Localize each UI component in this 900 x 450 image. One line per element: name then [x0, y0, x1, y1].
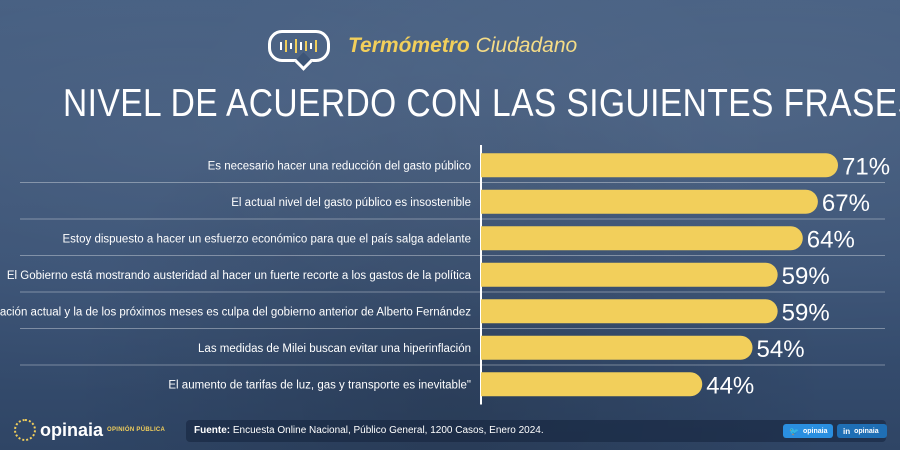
chart-title: NIVEL DE ACUERDO CON LAS SIGUIENTES FRAS… [63, 82, 900, 125]
logo-dots-icon [14, 419, 36, 441]
bar [481, 262, 778, 287]
source-label: Fuente: [194, 425, 231, 436]
category-label: El aumento de tarifas de luz, gas y tran… [168, 379, 471, 391]
category-label: El Gobierno está mostrando austeridad al… [7, 270, 472, 282]
brand-title-rest: Ciudadano [475, 34, 578, 57]
category-label: Estoy dispuesto a hacer un esfuerzo econ… [62, 233, 471, 245]
twitter-badge[interactable]: 🐦 opinaia [783, 424, 833, 438]
category-label: La inflación actual y la de los próximos… [0, 306, 471, 318]
linkedin-icon: in [843, 426, 851, 436]
linkedin-badge[interactable]: in opinaia [837, 424, 887, 438]
twitter-label: opinaia [802, 427, 828, 435]
twitter-icon: 🐦 [789, 426, 799, 436]
bar [481, 372, 703, 397]
bar [481, 189, 818, 214]
bar [481, 335, 753, 360]
sound-wave-speech-bubble-icon [268, 30, 330, 62]
linkedin-label: opinaia [854, 427, 879, 435]
footer-bar [186, 420, 886, 442]
brand-header: Termómetro Ciudadano [268, 24, 577, 68]
bar [481, 226, 803, 251]
bar-chart: Es necesario hacer una reducción del gas… [0, 145, 890, 405]
logo-subtitle: OPINIÓN PÚBLICA [107, 427, 166, 433]
opinaia-logo: opinaia OPINIÓN PÚBLICA [14, 419, 165, 441]
category-label: Es necesario hacer una reducción del gas… [208, 160, 471, 172]
brand-title: Termómetro Ciudadano [348, 34, 577, 58]
category-label: Las medidas de Milei buscan evitar una h… [198, 343, 471, 355]
value-label: 64% [807, 226, 855, 253]
value-label: 54% [757, 336, 805, 363]
value-label: 59% [782, 263, 830, 290]
value-label: 59% [782, 299, 830, 326]
value-label: 67% [822, 190, 870, 217]
category-label: El actual nivel del gasto público es ins… [231, 197, 471, 209]
source-text: Encuesta Online Nacional, Público Genera… [232, 425, 544, 436]
value-label: 71% [842, 153, 890, 180]
value-label: 44% [706, 372, 754, 399]
source-note: Fuente: Encuesta Online Nacional, Públic… [194, 425, 544, 436]
logo-text: opinaia [40, 419, 104, 440]
bar [481, 299, 778, 324]
brand-title-bold: Termómetro [348, 34, 470, 57]
bar [481, 153, 838, 178]
